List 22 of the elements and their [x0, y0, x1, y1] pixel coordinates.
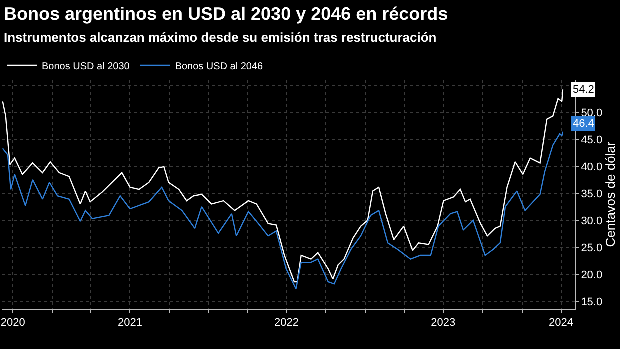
line-series	[2, 89, 564, 283]
y-tick-label: 50.0	[581, 107, 603, 120]
x-tick-label: 2023	[431, 317, 456, 330]
line-series	[2, 131, 564, 290]
chart-title: Bonos argentinos en USD al 2030 y 2046 en récords	[4, 4, 448, 24]
y-tick-label: 30.0	[581, 215, 603, 228]
y-tick-label: 40.0	[581, 161, 603, 174]
y-tick-label: 25.0	[581, 242, 603, 254]
y-axis-title: Centavos de dólar	[603, 141, 618, 248]
y-tick-label: 20.0	[581, 269, 603, 282]
legend-label: Bonos USD al 2046	[175, 61, 264, 72]
chart-subtitle: Instrumentos alcanzan máximo desde su emisión tras restructuración	[4, 30, 437, 45]
legend-label: Bonos USD al 2030	[42, 61, 130, 72]
x-tick-label: 2021	[118, 317, 142, 330]
annotation: 46.4	[573, 118, 594, 130]
x-tick-label: 2020	[0, 317, 26, 330]
x-tick-label: 2022	[274, 317, 300, 330]
annotation: 54.2	[573, 84, 594, 96]
y-tick-label: 15.0	[581, 296, 603, 308]
x-tick-label: 2024	[549, 317, 574, 330]
y-tick-label: 35.0	[581, 188, 603, 200]
y-tick-label: 45.0	[581, 134, 603, 146]
